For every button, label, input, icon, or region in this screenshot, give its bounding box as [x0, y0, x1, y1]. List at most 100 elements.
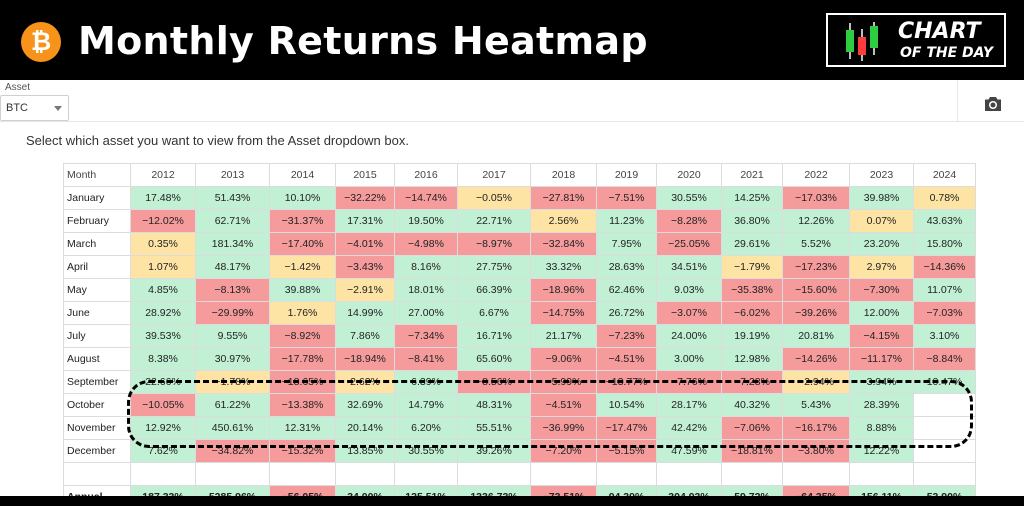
heatmap-cell: −29.99% [196, 302, 269, 324]
heatmap-cell: 17.48% [131, 187, 195, 209]
heatmap-cell: 61.22% [196, 394, 269, 416]
heatmap-cell [270, 463, 335, 485]
heatmap-cell: 12.98% [722, 348, 782, 370]
heatmap-cell: 7.62% [131, 440, 195, 462]
heatmap-cell: 27.75% [458, 256, 530, 278]
heatmap-cell: 9.55% [196, 325, 269, 347]
heatmap-cell: 2.62% [336, 371, 394, 393]
heatmap-cell: −11.17% [850, 348, 913, 370]
heatmap-cell: −17.78% [270, 348, 335, 370]
heatmap-cell: −17.23% [783, 256, 849, 278]
heatmap-cell: 12.00% [850, 302, 913, 324]
heatmap-cell: −7.06% [722, 417, 782, 439]
column-header-year: 2022 [783, 164, 849, 186]
heatmap-cell [914, 463, 975, 485]
header-banner: ₿ Monthly Returns Heatmap CHART OF THE D… [0, 0, 1024, 80]
heatmap-cell: −2.91% [336, 279, 394, 301]
heatmap-cell: −15.60% [783, 279, 849, 301]
heatmap-cell: 1.07% [131, 256, 195, 278]
heatmap-cell: 8.16% [395, 256, 457, 278]
column-header-year: 2019 [597, 164, 656, 186]
heatmap-cell: 30.97% [196, 348, 269, 370]
heatmap-cell: −8.56% [458, 371, 530, 393]
heatmap-cell: −15.32% [270, 440, 335, 462]
heatmap-cell: 0.78% [914, 187, 975, 209]
heatmap-cell: 6.20% [395, 417, 457, 439]
heatmap-cell [914, 394, 975, 416]
row-label-month [64, 463, 130, 485]
heatmap-cell: 62.46% [597, 279, 656, 301]
heatmap-cell: −31.37% [270, 210, 335, 232]
heatmap-cell: 33.32% [531, 256, 596, 278]
heatmap-cell: 28.39% [850, 394, 913, 416]
heatmap-cell: −4.01% [336, 233, 394, 255]
heatmap-cell: 6.67% [458, 302, 530, 324]
heatmap-cell: −14.26% [783, 348, 849, 370]
heatmap-cell: 11.07% [914, 279, 975, 301]
heatmap-cell [783, 463, 849, 485]
row-label-month: February [64, 210, 130, 232]
heatmap-cell: −17.40% [270, 233, 335, 255]
heatmap-cell: 17.31% [336, 210, 394, 232]
heatmap-cell: −7.76% [657, 371, 721, 393]
row-label-month: October [64, 394, 130, 416]
heatmap-cell: −3.07% [657, 302, 721, 324]
heatmap-cell [196, 463, 269, 485]
heatmap-cell: 4.85% [131, 279, 195, 301]
heatmap-cell: 62.71% [196, 210, 269, 232]
heatmap-cell: −14.36% [914, 256, 975, 278]
heatmap-cell: −3.43% [336, 256, 394, 278]
heatmap-cell: −7.30% [850, 279, 913, 301]
heatmap-cell: 7.86% [336, 325, 394, 347]
corner-label: Month [64, 164, 130, 186]
heatmap-cell: −32.84% [531, 233, 596, 255]
heatmap-cell: −36.99% [531, 417, 596, 439]
column-header-year: 2018 [531, 164, 596, 186]
heatmap-cell: −5.15% [597, 440, 656, 462]
row-label-month: June [64, 302, 130, 324]
heatmap-cell: −1.42% [270, 256, 335, 278]
heatmap-cell: −1.79% [722, 256, 782, 278]
row-label-month: July [64, 325, 130, 347]
candlestick-icon [846, 22, 878, 61]
heatmap-cell: −8.97% [458, 233, 530, 255]
heatmap-cell: 14.99% [336, 302, 394, 324]
heatmap-cell: −4.15% [850, 325, 913, 347]
heatmap-cell: 12.22% [850, 440, 913, 462]
heatmap-cell: −32.22% [336, 187, 394, 209]
heatmap-cell: 181.34% [196, 233, 269, 255]
heatmap-cell: 2.56% [531, 210, 596, 232]
heatmap-cell: 2.97% [850, 256, 913, 278]
heatmap-cell: 8.88% [850, 417, 913, 439]
heatmap-cell: 39.88% [270, 279, 335, 301]
heatmap-cell: 450.61% [196, 417, 269, 439]
row-label-month: March [64, 233, 130, 255]
heatmap-cell: −3.80% [783, 440, 849, 462]
badge-subtitle: OF THE DAY [900, 45, 994, 61]
heatmap-cell: 3.00% [657, 348, 721, 370]
heatmap-cell: 0.35% [131, 233, 195, 255]
heatmap-cell: −14.75% [531, 302, 596, 324]
heatmap-cell: 24.00% [657, 325, 721, 347]
camera-icon[interactable] [984, 96, 1002, 112]
heatmap-cell: 47.59% [657, 440, 721, 462]
asset-dropdown-value: BTC [6, 102, 28, 114]
toolbar-divider [957, 80, 958, 122]
heatmap-cell: −34.82% [196, 440, 269, 462]
heatmap-cell: 3.10% [914, 325, 975, 347]
heatmap-cell: 29.61% [722, 233, 782, 255]
asset-dropdown[interactable]: BTC [0, 95, 69, 121]
heatmap-cell: −8.13% [196, 279, 269, 301]
heatmap-cell [597, 463, 656, 485]
heatmap-cell: 28.92% [131, 302, 195, 324]
heatmap-cell [722, 463, 782, 485]
heatmap-cell: 66.39% [458, 279, 530, 301]
heatmap-cell: 14.25% [722, 187, 782, 209]
heatmap-cell: 18.01% [395, 279, 457, 301]
heatmap-cell: 19.50% [395, 210, 457, 232]
heatmap-cell: −16.17% [783, 417, 849, 439]
heatmap-cell: −17.47% [597, 417, 656, 439]
heatmap-cell [657, 463, 721, 485]
heatmap-cell: 20.81% [783, 325, 849, 347]
row-label-month: April [64, 256, 130, 278]
